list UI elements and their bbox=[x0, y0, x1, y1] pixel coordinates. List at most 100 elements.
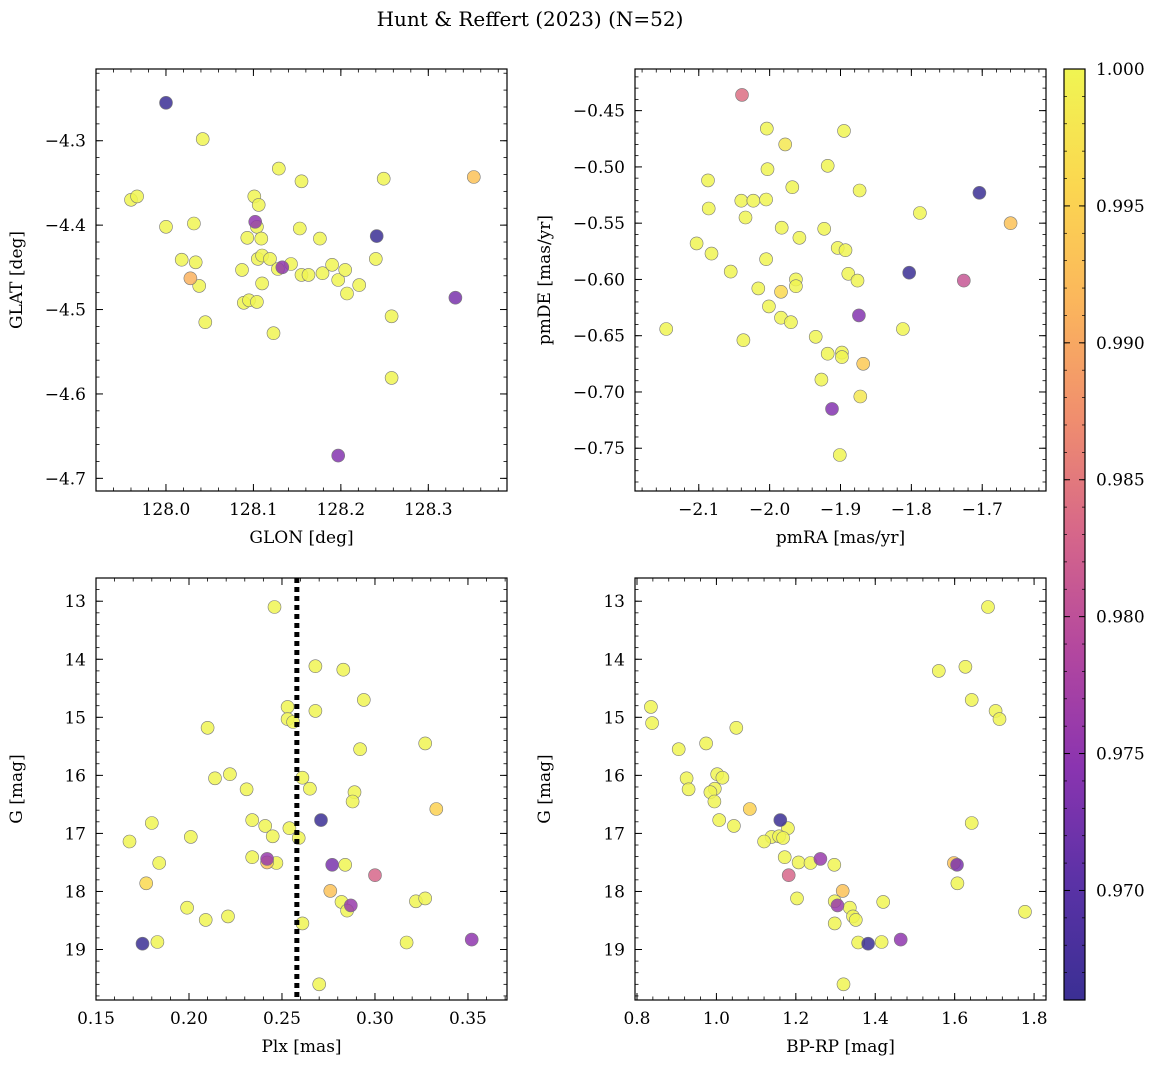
y-tick-label: 13 bbox=[603, 592, 625, 612]
data-point bbox=[448, 290, 463, 305]
data-point bbox=[240, 231, 255, 245]
data-point bbox=[200, 720, 215, 735]
y-tick-label: 18 bbox=[603, 882, 625, 902]
data-point bbox=[958, 659, 973, 674]
data-point bbox=[852, 308, 866, 323]
y-axis-label: G [mag] bbox=[7, 754, 27, 823]
data-point bbox=[774, 284, 788, 299]
data-point bbox=[850, 273, 865, 288]
data-point bbox=[848, 913, 863, 927]
data-point bbox=[820, 346, 835, 361]
data-point bbox=[931, 664, 946, 678]
x-tick-label: 0.20 bbox=[170, 1009, 208, 1029]
data-point bbox=[180, 900, 194, 915]
data-point bbox=[368, 868, 382, 883]
x-tick-label: 128.3 bbox=[404, 500, 453, 520]
data-point bbox=[198, 315, 213, 330]
y-tick-label: −4.4 bbox=[45, 216, 86, 236]
data-point bbox=[790, 891, 804, 906]
plot-frame bbox=[634, 577, 1047, 1001]
data-point bbox=[308, 659, 323, 674]
data-point bbox=[874, 935, 889, 949]
data-point bbox=[861, 936, 875, 951]
data-point bbox=[820, 159, 835, 173]
y-tick-label: 15 bbox=[64, 708, 86, 728]
data-point bbox=[195, 132, 210, 146]
data-point bbox=[356, 693, 371, 707]
data-point bbox=[738, 210, 753, 225]
data-point bbox=[255, 276, 269, 291]
x-tick-label: 0.35 bbox=[449, 1009, 487, 1029]
colorbar-tick-label: 0.970 bbox=[1096, 881, 1145, 901]
y-tick-label: 17 bbox=[603, 824, 625, 844]
colorbar-tick-label: 0.990 bbox=[1096, 334, 1145, 354]
data-point bbox=[757, 834, 771, 849]
data-point bbox=[139, 876, 153, 891]
y-tick-label: −0.70 bbox=[573, 383, 625, 403]
data-point bbox=[789, 279, 803, 294]
data-point bbox=[174, 252, 189, 267]
data-point bbox=[188, 255, 203, 270]
data-point bbox=[275, 260, 290, 275]
data-point bbox=[777, 850, 792, 865]
data-point bbox=[208, 771, 222, 786]
data-point bbox=[659, 322, 674, 336]
data-point bbox=[727, 819, 741, 833]
y-tick-label: 19 bbox=[603, 940, 625, 960]
y-axis-label: pmDE [mas/yr] bbox=[535, 215, 555, 345]
data-point bbox=[336, 662, 351, 677]
x-tick-label: −1.7 bbox=[962, 500, 1003, 520]
data-point bbox=[681, 782, 696, 797]
data-point bbox=[735, 88, 749, 102]
data-point bbox=[992, 712, 1007, 726]
data-point bbox=[791, 855, 806, 870]
data-point bbox=[292, 221, 307, 236]
data-point bbox=[313, 231, 327, 246]
data-point bbox=[258, 819, 273, 833]
y-tick-label: 17 bbox=[64, 824, 86, 844]
data-point bbox=[736, 333, 751, 348]
data-point bbox=[751, 281, 766, 296]
data-point bbox=[130, 189, 144, 204]
data-point bbox=[122, 834, 137, 849]
plot-frame bbox=[95, 68, 508, 492]
data-point bbox=[781, 868, 796, 883]
data-point bbox=[135, 936, 150, 951]
data-point bbox=[760, 162, 775, 176]
data-point bbox=[856, 356, 871, 371]
figure-title: Hunt & Reffert (2023) (N=52) bbox=[377, 7, 684, 31]
data-point bbox=[964, 816, 979, 830]
data-point bbox=[245, 813, 259, 827]
data-point bbox=[251, 198, 266, 212]
data-point bbox=[271, 161, 286, 176]
data-point bbox=[263, 252, 277, 266]
data-point bbox=[853, 389, 868, 404]
data-point bbox=[331, 273, 346, 287]
data-point bbox=[712, 813, 727, 827]
data-point bbox=[734, 193, 749, 208]
x-tick-label: 128.1 bbox=[229, 500, 278, 520]
data-point bbox=[836, 977, 851, 992]
data-point bbox=[152, 856, 166, 870]
data-point bbox=[312, 977, 327, 992]
data-point bbox=[368, 252, 383, 266]
y-tick-label: 16 bbox=[64, 766, 86, 786]
y-tick-label: −0.75 bbox=[573, 439, 625, 459]
data-point bbox=[964, 693, 979, 707]
y-tick-label: −0.55 bbox=[573, 214, 625, 234]
data-point bbox=[852, 183, 867, 198]
x-tick-label: −1.8 bbox=[891, 500, 932, 520]
data-point bbox=[699, 736, 713, 751]
data-point bbox=[254, 231, 269, 246]
y-tick-label: −4.7 bbox=[45, 469, 86, 489]
data-point bbox=[972, 186, 987, 200]
x-tick-label: 128.2 bbox=[317, 500, 366, 520]
data-point bbox=[159, 220, 173, 234]
colorbar-tick-label: 0.975 bbox=[1096, 745, 1145, 765]
data-point bbox=[784, 315, 798, 330]
data-point bbox=[250, 295, 264, 309]
x-tick-label: 1.4 bbox=[862, 1009, 889, 1029]
data-point bbox=[345, 794, 360, 809]
data-point bbox=[701, 173, 715, 188]
